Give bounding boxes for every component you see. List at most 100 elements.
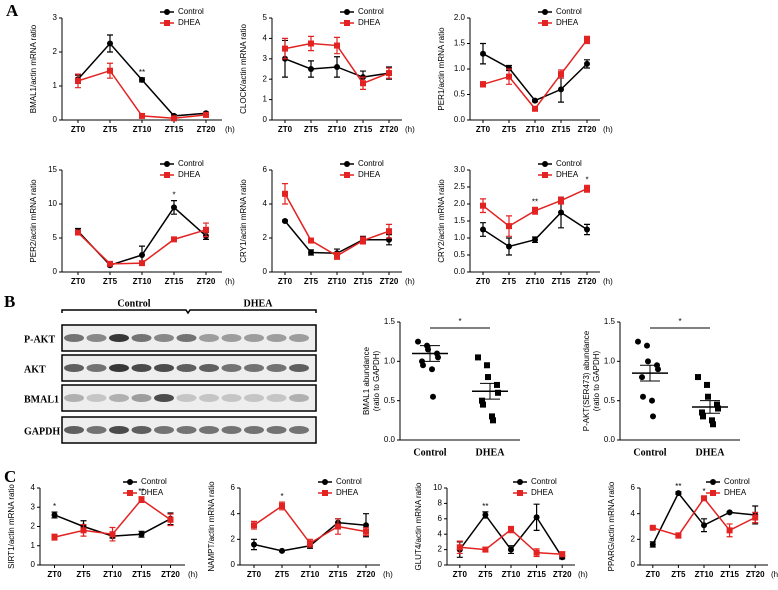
y-tick-label: 4 xyxy=(631,509,636,518)
legend-marker xyxy=(164,161,170,167)
blot-group: DHEA xyxy=(244,298,274,309)
data-point xyxy=(584,36,590,43)
blot-band xyxy=(131,394,152,402)
y-tick-label: 0 xyxy=(53,115,58,124)
legend-marker xyxy=(344,172,350,178)
x-axis-label: (h) xyxy=(225,277,235,286)
data-point xyxy=(714,401,720,408)
legend-label: DHEA xyxy=(141,488,164,497)
legend-item: DHEA xyxy=(513,488,554,497)
data-point xyxy=(655,366,661,373)
y-tick-label: 3 xyxy=(31,502,36,511)
data-point xyxy=(700,413,706,420)
x-tick-label: ZT10 xyxy=(695,570,714,579)
data-point xyxy=(506,73,512,80)
blot-band xyxy=(266,364,287,372)
data-point xyxy=(558,86,564,93)
y-tick-label: 2 xyxy=(263,233,268,242)
x-axis-label: (h) xyxy=(225,125,235,134)
data-point xyxy=(558,209,564,216)
x-tick-label: ZT10 xyxy=(133,125,152,134)
y-tick-label: 1.0 xyxy=(604,356,616,365)
blot-band xyxy=(244,394,264,402)
legend-item: DHEA xyxy=(538,18,579,27)
x-tick-label: ZT15 xyxy=(354,277,373,286)
data-point xyxy=(308,249,314,256)
data-point xyxy=(107,40,113,47)
data-point xyxy=(704,381,710,388)
x-tick-label: ZT0 xyxy=(453,570,468,579)
data-point xyxy=(251,541,257,548)
y-tick-label: 8 xyxy=(438,499,443,508)
y-tick-label: 0 xyxy=(31,560,36,569)
data-point xyxy=(139,112,145,119)
legend-label: Control xyxy=(336,477,362,486)
x-tick-label: ZT15 xyxy=(132,570,151,579)
significance-label: ** xyxy=(482,502,488,511)
legend-label: DHEA xyxy=(336,488,359,497)
legend-marker xyxy=(517,490,523,496)
data-point xyxy=(584,60,590,67)
legend-item: DHEA xyxy=(318,488,359,497)
legend-item: DHEA xyxy=(340,170,381,179)
legend-label: DHEA xyxy=(178,18,201,27)
x-tick-label: ZT15 xyxy=(552,125,571,134)
data-point xyxy=(334,63,340,70)
data-point xyxy=(710,421,716,428)
data-point xyxy=(171,115,177,122)
x-tick-label: ZT5 xyxy=(502,125,517,134)
y-tick-label: 0 xyxy=(263,267,268,276)
data-point xyxy=(334,42,340,49)
y-tick-label: 1.0 xyxy=(454,64,466,73)
data-point xyxy=(495,389,501,396)
blot-band xyxy=(176,364,197,372)
group-bracket xyxy=(61,309,317,315)
data-point xyxy=(279,547,285,554)
y-tick-label: 2 xyxy=(231,534,236,543)
x-tick-label: ZT20 xyxy=(357,570,376,579)
blot-band xyxy=(221,364,242,372)
x-tick-label: ZT5 xyxy=(478,570,493,579)
chart: 0.0 0.5 1.0 1.5 2.0 PER1/actin mRNA ratio ZT0 Z… xyxy=(437,7,613,134)
legend-item: Control xyxy=(513,477,557,486)
x-tick-label: ZT5 xyxy=(275,570,290,579)
data-point xyxy=(508,526,514,533)
data-point xyxy=(506,243,512,250)
legend-marker xyxy=(344,161,350,167)
y-tick-label: 10 xyxy=(433,483,442,492)
x-tick-label: ZT15 xyxy=(354,125,373,134)
blot-band xyxy=(109,334,129,342)
data-point xyxy=(279,502,285,509)
blot-band xyxy=(86,334,107,342)
x-tick-label: ZT15 xyxy=(527,570,546,579)
y-tick-label: 0.5 xyxy=(454,90,466,99)
y-tick-label: 3 xyxy=(263,54,268,63)
x-tick-label: ZT10 xyxy=(328,125,347,134)
legend-marker xyxy=(164,172,170,178)
legend-item: DHEA xyxy=(160,18,201,27)
y-tick-label: 3 xyxy=(53,13,58,22)
data-point xyxy=(584,185,590,192)
legend-item: Control xyxy=(123,477,167,486)
legend-item: DHEA xyxy=(538,170,579,179)
x-tick-label: ZT10 xyxy=(526,125,545,134)
data-point xyxy=(533,549,540,556)
legend-label: Control xyxy=(141,477,167,486)
blot-band xyxy=(86,426,107,434)
y-tick-label: 2 xyxy=(53,47,58,56)
x-axis-label: (h) xyxy=(405,125,415,134)
panel-label: B xyxy=(4,292,15,311)
y-tick-label: 1.5 xyxy=(604,317,616,326)
data-point xyxy=(649,524,656,531)
data-point xyxy=(282,218,288,224)
blot-band xyxy=(289,334,309,342)
blot-row-label: GAPDH xyxy=(24,426,60,437)
data-point xyxy=(532,105,538,112)
y-tick-label: 0.0 xyxy=(454,267,466,276)
y-tick-label: 4 xyxy=(231,509,236,518)
data-point xyxy=(635,338,641,345)
data-point xyxy=(705,393,711,400)
blot-band xyxy=(199,426,219,434)
data-point xyxy=(699,409,705,416)
data-point xyxy=(701,522,707,529)
